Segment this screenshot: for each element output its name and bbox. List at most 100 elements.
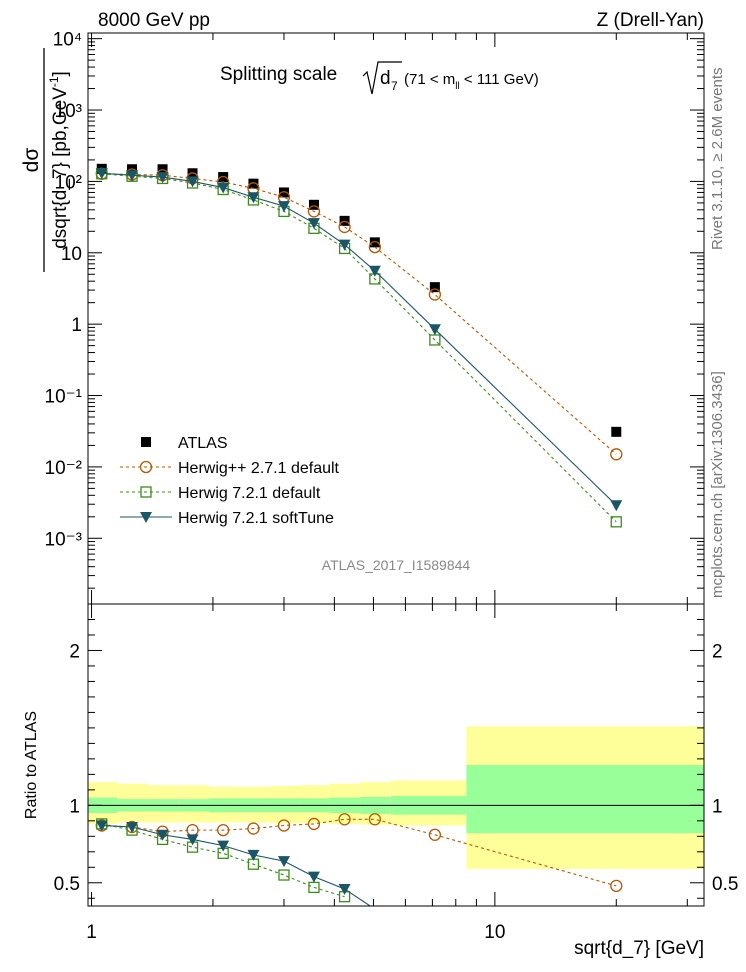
main-series-0 — [96, 163, 622, 437]
ratio-point — [338, 813, 351, 826]
data-point — [428, 288, 442, 301]
data-point — [338, 220, 351, 234]
data-point — [610, 516, 622, 528]
data-point — [307, 218, 320, 230]
data-point — [247, 192, 260, 204]
sqrt-sign — [362, 61, 402, 95]
ratio-y-tick-label-right: 0.5 — [712, 874, 738, 895]
ratio-point — [156, 829, 169, 841]
data-point — [126, 170, 139, 182]
y-tick-label: 10⁻² — [45, 458, 83, 479]
data-point — [156, 172, 169, 184]
data-point — [429, 282, 440, 293]
plot-title: Splitting scale d 7 (71 < mll < 111 GeV) — [220, 61, 539, 95]
ratio-point — [307, 871, 320, 883]
data-point — [217, 182, 230, 194]
x-tick-label: 10 — [484, 922, 505, 943]
x-tick-label: 1 — [86, 922, 97, 943]
ratio-bands — [88, 726, 704, 869]
legend-entry-0: ATLAS — [141, 435, 228, 452]
header-left: 8000 GeV pp — [98, 10, 210, 31]
plot-title-text: Splitting scale — [220, 64, 337, 85]
ratio-series — [95, 813, 623, 906]
title-range: (71 < mll < 111 GeV) — [404, 71, 539, 92]
title-symbol-sub: 7 — [391, 79, 398, 93]
y-tick-label: 10⁻³ — [45, 529, 83, 550]
data-point — [248, 178, 259, 189]
main-ylabel: dσ dsqrt{d_7} [pb,GeV-1] — [20, 48, 71, 272]
legend-marker — [140, 512, 152, 523]
data-point — [186, 176, 199, 188]
data-point — [338, 239, 351, 251]
legend-entry-3: Herwig 7.2.1 softTune — [120, 510, 334, 527]
y-tick-label: 10⁻¹ — [45, 387, 83, 408]
y-tick-label: 10 — [61, 244, 82, 265]
data-point — [368, 265, 381, 277]
ratio-y-tick-label-right: 1 — [712, 796, 723, 817]
ratio-point — [338, 883, 351, 895]
ratio-ylabel: Ratio to ATLAS — [23, 711, 40, 819]
data-point — [369, 237, 380, 248]
main-series-1 — [95, 167, 623, 461]
main-series-2 — [96, 168, 622, 528]
ratio-point — [610, 879, 623, 893]
ratio-point — [95, 820, 108, 832]
ratio-point — [277, 819, 291, 832]
ratio-y-tick-label: 1 — [69, 796, 80, 817]
data-point — [368, 240, 381, 254]
ratio-point — [247, 822, 260, 835]
ratio-point — [307, 817, 321, 831]
ratio-point — [186, 834, 199, 846]
xlabel: sqrt{d_7} [GeV] — [574, 938, 704, 959]
data-point — [277, 201, 290, 213]
ratio-point — [368, 813, 381, 826]
data-point — [95, 168, 108, 180]
ratio-point — [217, 840, 230, 852]
series-line — [101, 172, 617, 506]
data-point — [278, 187, 289, 198]
data-point — [610, 448, 623, 461]
y-tick-label: 10² — [55, 172, 82, 193]
legend-entry-1: Herwig++ 2.7.1 default — [120, 460, 340, 477]
data-point — [428, 324, 441, 336]
legend-label: Herwig 7.2.1 default — [178, 485, 321, 502]
legend-marker — [140, 486, 152, 498]
legend: ATLAS Herwig++ 2.7.1 default Herwig 7.2.1 … — [120, 435, 340, 527]
ratio-line — [101, 823, 345, 898]
analysis-label: ATLAS_2017_I1589844 — [322, 557, 471, 573]
ratio-point — [217, 823, 230, 837]
data-point — [611, 426, 622, 437]
series-line — [101, 173, 617, 455]
data-point — [610, 500, 623, 512]
ratio-y-tick-label: 0.5 — [54, 874, 80, 895]
y-tick-label: 1 — [71, 315, 82, 336]
mcplots-label: mcplots.cern.ch [arXiv:1306.3436] — [709, 371, 726, 598]
ratio-point — [428, 828, 442, 841]
ratio-point — [126, 822, 139, 834]
main-series — [95, 163, 623, 528]
legend-marker — [139, 460, 153, 474]
title-symbol-d: d — [380, 68, 391, 89]
rivet-label: Rivet 3.1.10, ≥ 2.6M events — [709, 68, 726, 251]
stat-band-bin — [466, 765, 704, 834]
header-right: Z (Drell-Yan) — [597, 10, 704, 31]
ratio-point — [278, 869, 290, 881]
data-point — [307, 205, 321, 218]
legend-marker — [141, 437, 151, 447]
axes: 1 10 10⁻³ 10⁻² 10⁻¹ 1 10 10² 10³ 10⁴ 0.5 0.5 1 1 2 2 — [45, 30, 739, 943]
ratio-point — [247, 849, 260, 861]
data-point — [308, 199, 319, 210]
legend-label: ATLAS — [178, 435, 228, 452]
legend-entry-2: Herwig 7.2.1 default — [120, 485, 321, 502]
svg-text:dsqrt{d_7} [pb,GeV-1]: dsqrt{d_7} [pb,GeV-1] — [47, 71, 71, 249]
ratio-line — [101, 824, 372, 906]
ratio-y-tick-label: 2 — [69, 641, 80, 662]
ratio-point — [277, 856, 290, 868]
legend-label: Herwig++ 2.7.1 default — [178, 460, 340, 477]
y-tick-label: 10³ — [55, 101, 82, 122]
svg-text:dσ: dσ — [20, 148, 43, 173]
y-tick-label: 10⁴ — [53, 30, 82, 51]
ratio-frame — [87, 603, 705, 907]
ratio-series-2 — [95, 820, 372, 906]
